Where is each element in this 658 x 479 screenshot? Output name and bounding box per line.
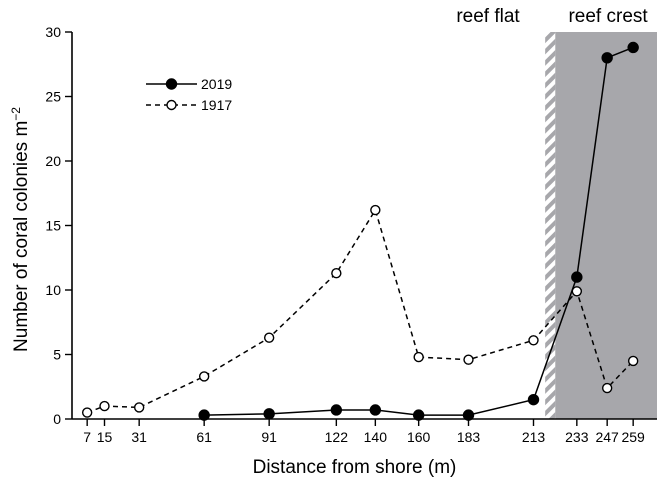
x-tick-label: 91	[261, 429, 277, 445]
series-line-2019	[204, 46, 634, 416]
zone-label-reef-crest: reef crest	[568, 6, 648, 27]
y-tick-label: 0	[53, 411, 61, 427]
x-tick-label: 61	[196, 429, 212, 445]
point-2019-140	[369, 404, 382, 416]
point-1917-233	[571, 286, 583, 297]
y-tick-label: 20	[45, 153, 61, 169]
point-1917-7	[81, 407, 93, 418]
point-1917-140	[370, 204, 381, 216]
point-2019-160	[412, 409, 425, 421]
x-tick-label: 140	[364, 429, 388, 445]
zone-label-reef-flat: reef flat	[456, 6, 520, 27]
point-1917-15	[99, 400, 110, 412]
point-1917-213	[528, 335, 539, 346]
y-tick-label: 10	[45, 282, 61, 298]
point-2019-61	[198, 409, 210, 421]
x-tick-label: 233	[565, 429, 589, 445]
point-1917-61	[198, 371, 210, 382]
x-tick-label: 7	[83, 429, 91, 445]
labels-layer: Distance from shore (m) Number of coral c…	[9, 6, 648, 478]
reef-boundary-hatch	[545, 32, 556, 419]
point-1917-31	[133, 402, 145, 413]
legend-marker-1917	[166, 99, 177, 111]
x-tick-label: 160	[407, 429, 431, 445]
axes-layer: 0 5 10 15 20 25 30 7 15 31 61 91 122 140 160 183 213 233 2…	[45, 24, 657, 445]
point-1917-160	[413, 351, 424, 363]
y-axis-title-main: Number of coral colonies m	[11, 121, 32, 352]
y-tick-label: 25	[45, 89, 61, 105]
x-tick-label: 31	[131, 429, 147, 445]
reef-crest-zone	[555, 32, 657, 419]
legend-marker-2019	[165, 78, 178, 90]
y-tick-label: 15	[45, 218, 61, 234]
point-1917-91	[263, 332, 275, 343]
y-axis-title-superscript: −2	[9, 107, 23, 121]
y-tick-label: 5	[53, 347, 61, 363]
point-2019-213	[527, 393, 540, 406]
series-layer	[81, 41, 639, 421]
legend-label-2019: 2019	[201, 76, 232, 92]
point-2019-183	[462, 409, 475, 421]
point-1917-259	[627, 355, 639, 367]
point-1917-247	[601, 382, 613, 394]
x-tick-label: 183	[457, 429, 481, 445]
point-1917-183	[463, 354, 474, 365]
x-tick-label: 122	[325, 429, 349, 445]
plot-background-layer	[545, 32, 657, 419]
x-tick-label: 247	[595, 429, 619, 445]
point-2019-233	[571, 271, 583, 283]
x-tick-label: 15	[97, 429, 113, 445]
legend: 2019 1917	[146, 76, 232, 113]
y-tick-label: 30	[45, 24, 61, 40]
y-axis-title: Number of coral colonies m−2	[9, 107, 32, 352]
x-tick-label: 213	[522, 429, 546, 445]
point-1917-122	[331, 268, 342, 279]
point-2019-122	[330, 404, 343, 416]
point-2019-91	[263, 408, 275, 420]
x-tick-label: 259	[621, 429, 645, 445]
point-2019-247	[601, 52, 613, 64]
x-axis-title: Distance from shore (m)	[253, 457, 457, 478]
point-2019-259	[627, 41, 639, 54]
legend-label-1917: 1917	[201, 97, 232, 113]
